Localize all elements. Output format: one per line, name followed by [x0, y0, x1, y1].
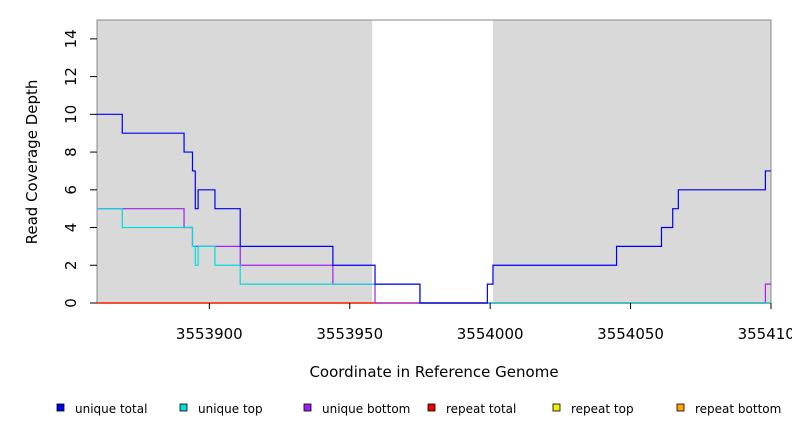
- y-tick-label: 12: [62, 67, 80, 86]
- x-tick-label: 3554100: [738, 325, 792, 343]
- legend-item-unique-total: unique total: [56, 402, 147, 416]
- y-axis-title: Read Coverage Depth: [23, 80, 41, 245]
- legend-swatch: [427, 403, 436, 412]
- legend-swatch: [179, 403, 188, 412]
- y-tick-label: 6: [62, 185, 80, 195]
- y-tick-label: 0: [62, 298, 80, 308]
- legend-swatch: [676, 403, 685, 412]
- x-tick-label: 3554000: [457, 325, 524, 343]
- y-tick-label: 10: [62, 105, 80, 124]
- x-axis-title: Coordinate in Reference Genome: [309, 363, 558, 381]
- legend-item-repeat-total: repeat total: [427, 402, 516, 416]
- y-tick-label: 14: [62, 29, 80, 48]
- legend-label: unique top: [198, 402, 263, 416]
- legend-swatch: [56, 403, 65, 412]
- legend-label: repeat top: [571, 402, 634, 416]
- y-tick-label: 8: [62, 147, 80, 157]
- legend-label: repeat bottom: [695, 402, 781, 416]
- legend-item-unique-bottom: unique bottom: [303, 402, 410, 416]
- shaded-region-0: [97, 20, 373, 303]
- legend-item-unique-top: unique top: [179, 402, 263, 416]
- x-tick-label: 3553900: [176, 325, 243, 343]
- legend-item-repeat-top: repeat top: [552, 402, 634, 416]
- shaded-region-1: [492, 20, 771, 303]
- legend-swatch: [303, 403, 312, 412]
- x-tick-label: 3553950: [316, 325, 383, 343]
- series-line-unique-total: [97, 113, 771, 304]
- legend-label: unique total: [75, 402, 147, 416]
- x-axis: 3553900 3553950 3554000 3554050 3554100: [176, 303, 792, 343]
- x-tick-label: 3554050: [597, 325, 664, 343]
- y-axis: 0 2 4 6 8 10 12 14: [62, 29, 97, 308]
- legend-label: repeat total: [446, 402, 516, 416]
- legend-label: unique bottom: [322, 402, 410, 416]
- legend: unique total unique top unique bottom repea…: [56, 402, 781, 416]
- legend-item-repeat-bottom: repeat bottom: [676, 402, 781, 416]
- legend-swatch: [552, 403, 561, 412]
- y-tick-label: 2: [62, 260, 80, 270]
- y-tick-label: 4: [62, 223, 80, 233]
